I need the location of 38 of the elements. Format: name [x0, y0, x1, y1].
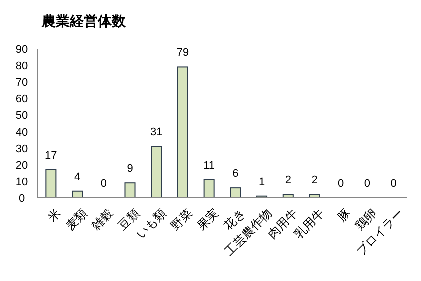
- y-tick-label: 50: [16, 110, 28, 122]
- bar: [177, 66, 188, 198]
- x-tick-label: 果実: [194, 206, 222, 234]
- data-label: 6: [232, 168, 239, 180]
- y-tick-label: 40: [16, 126, 28, 139]
- y-tick-label: 90: [16, 44, 28, 56]
- y-tick-label: 80: [16, 60, 28, 73]
- data-label: 0: [390, 178, 397, 190]
- data-label: 1: [258, 176, 266, 188]
- data-label: 2: [312, 174, 318, 187]
- data-label: 9: [127, 163, 134, 176]
- data-label: 0: [364, 178, 371, 190]
- y-tick-label: 30: [16, 143, 28, 156]
- data-label: 17: [45, 150, 58, 162]
- bar: [151, 146, 162, 198]
- y-tick-label: 60: [16, 94, 28, 106]
- y-tick-label: 70: [16, 77, 28, 90]
- bar: [230, 188, 242, 198]
- data-label: 0: [338, 178, 344, 190]
- data-label: 0: [100, 178, 107, 190]
- y-tick-label: 10: [16, 176, 28, 188]
- x-tick-label: 雑穀: [89, 206, 116, 234]
- data-label: 79: [176, 47, 190, 60]
- data-label: 2: [285, 174, 292, 187]
- x-tick-label: 豚: [335, 206, 354, 225]
- x-tick-label: 野菜: [168, 206, 196, 234]
- x-tick-label: 米: [45, 206, 64, 225]
- bar: [124, 182, 136, 198]
- chart-title: 農業経営体数: [41, 13, 127, 29]
- data-label: 11: [204, 160, 216, 172]
- bar: [204, 179, 215, 198]
- data-label: 4: [74, 171, 81, 184]
- data-label: 31: [150, 126, 163, 139]
- x-tick-label: 麦類: [63, 206, 90, 234]
- y-tick-label: 0: [18, 193, 26, 205]
- y-tick-label: 20: [16, 160, 28, 172]
- x-tick-label: 豆類: [116, 206, 143, 234]
- bar: [46, 169, 57, 198]
